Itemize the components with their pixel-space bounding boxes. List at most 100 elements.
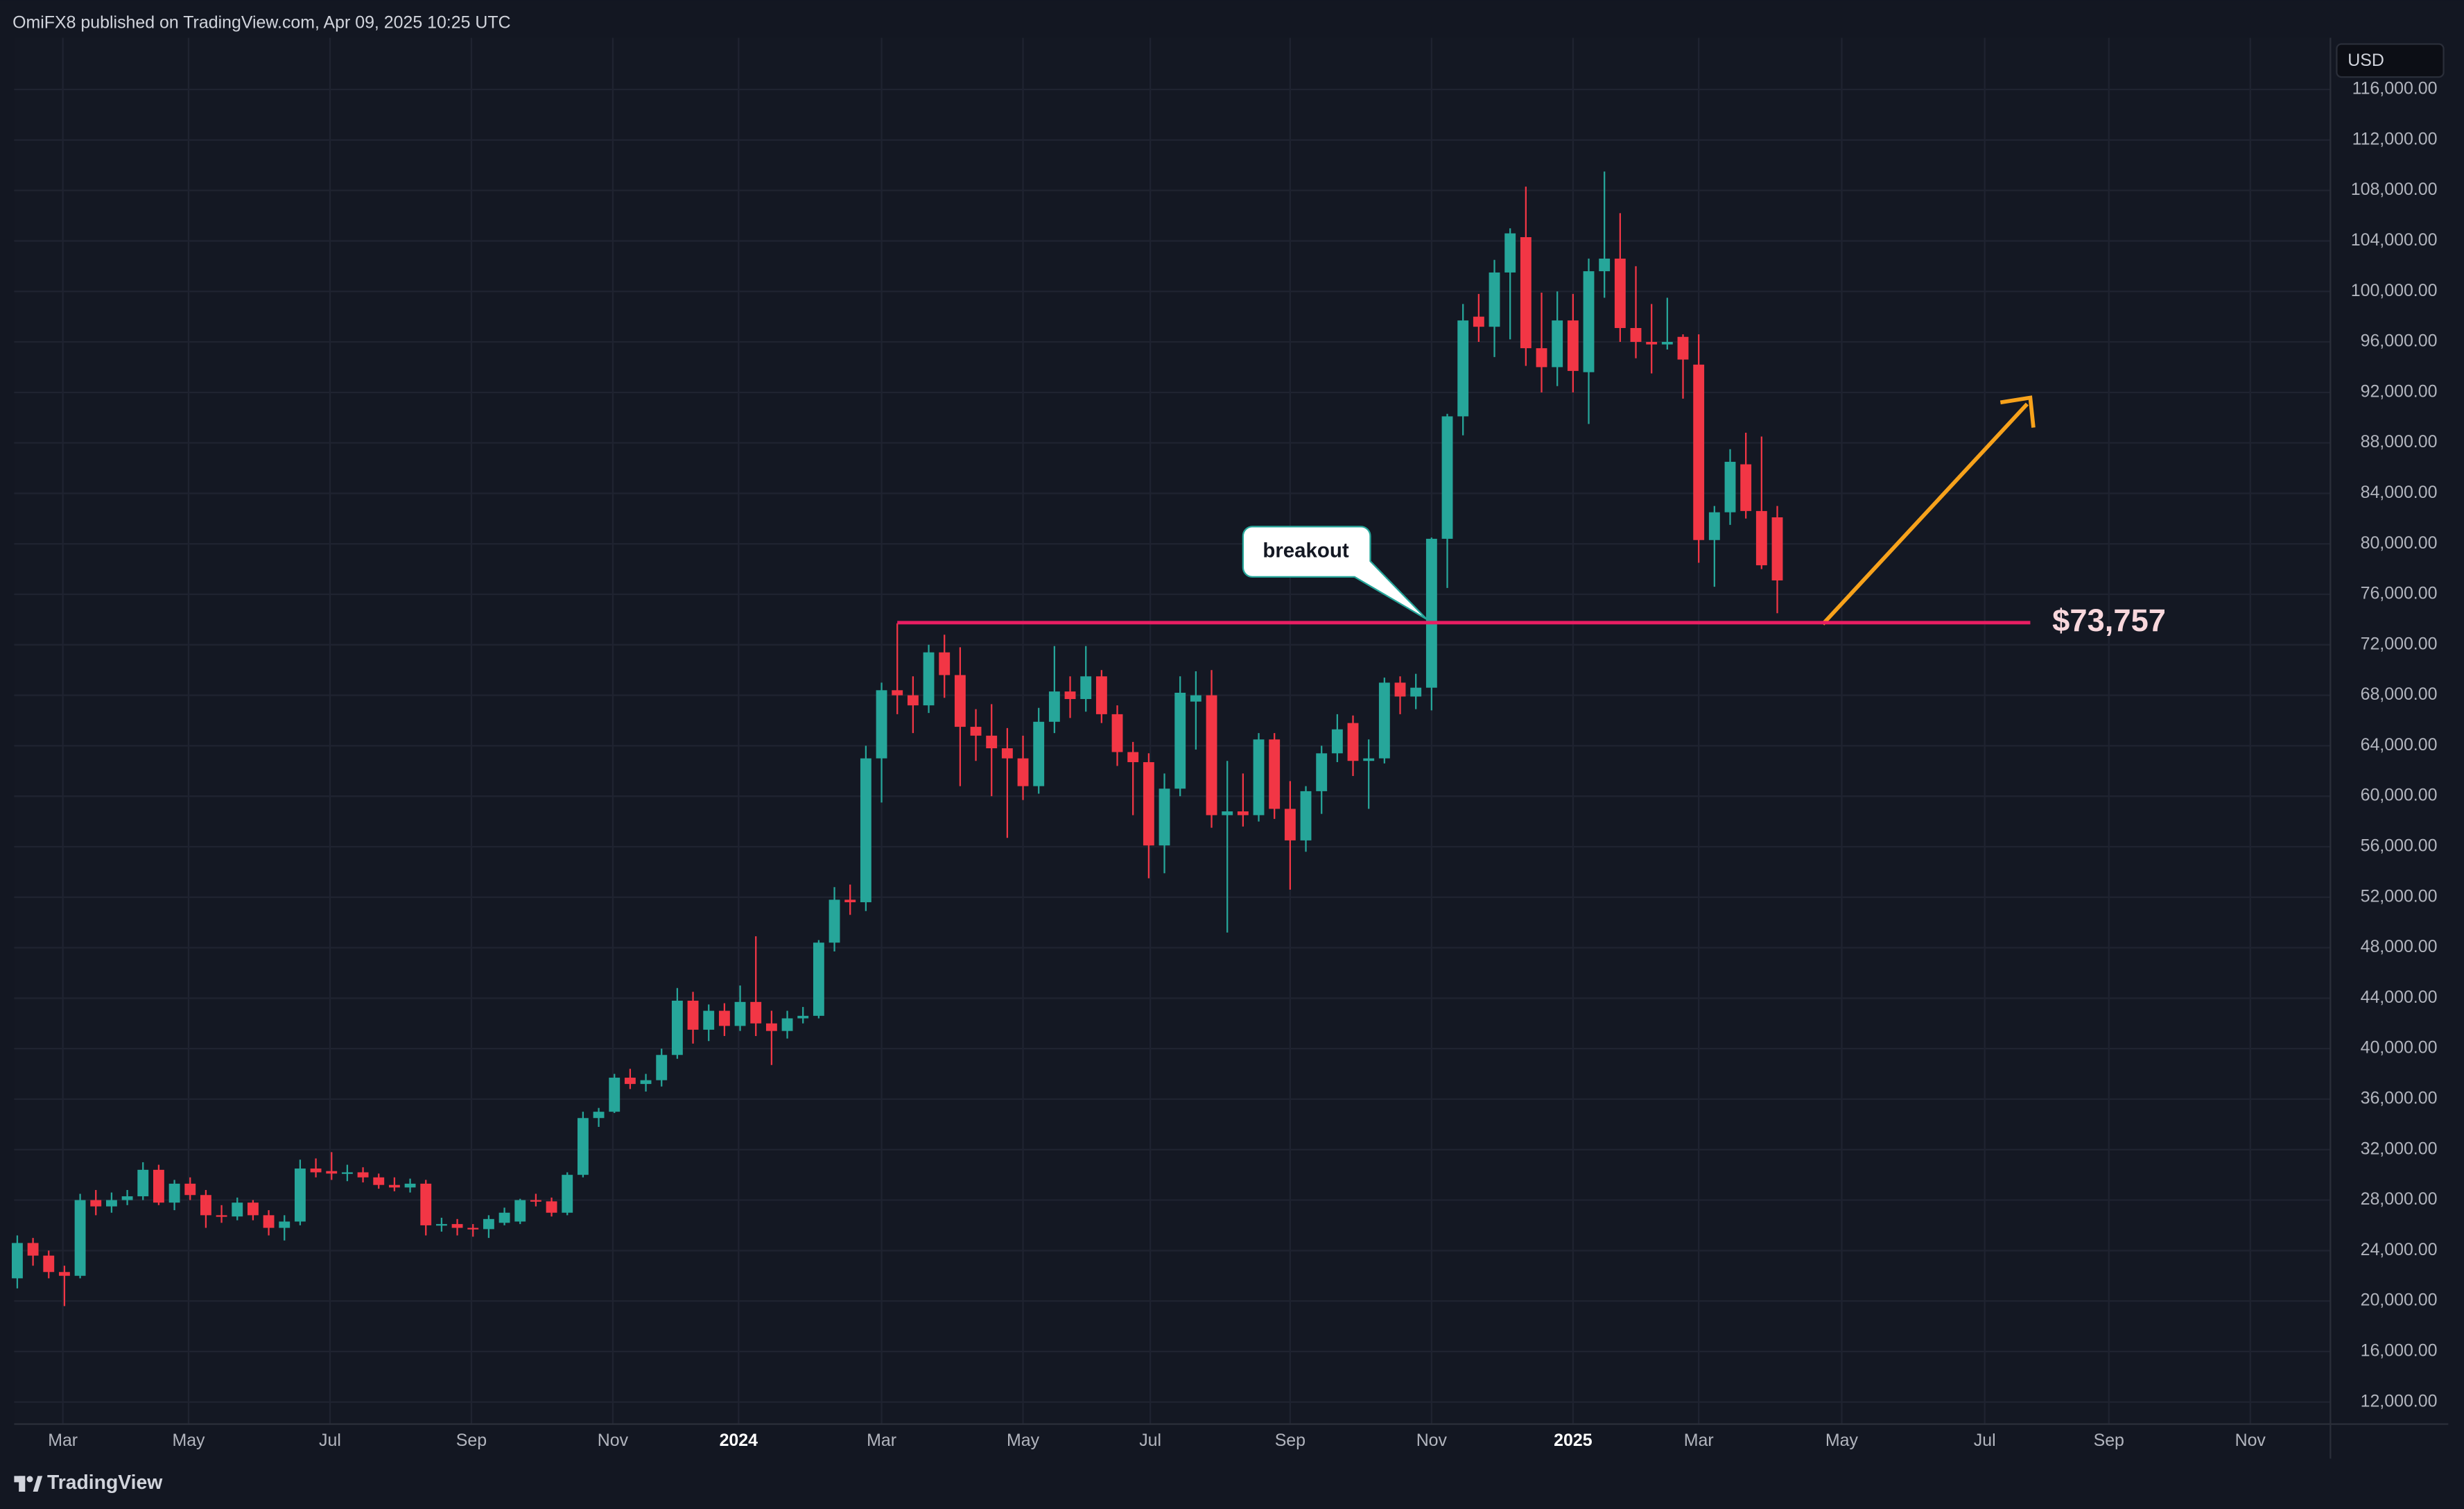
x-tick-label: Mar (48, 1431, 78, 1450)
y-tick-label: 44,000.00 (2361, 988, 2438, 1007)
candle-body (954, 675, 966, 727)
candle-body (718, 1010, 730, 1026)
y-tick-label: 12,000.00 (2361, 1391, 2438, 1411)
callout-box (1242, 526, 1428, 621)
callout-text: breakout (1263, 539, 1349, 562)
y-tick-label: 96,000.00 (2361, 331, 2438, 351)
candle-body (1441, 416, 1453, 539)
x-tick-label: Jul (1139, 1431, 1161, 1450)
candle-body (1755, 510, 1767, 566)
candle-body (828, 899, 840, 943)
candle-body (1190, 695, 1201, 702)
candle-body (1552, 320, 1563, 368)
candle-body (216, 1215, 227, 1217)
candle-body (734, 1001, 746, 1026)
candles (11, 171, 1783, 1307)
candle-body (1740, 464, 1752, 511)
y-tick-label: 108,000.00 (2351, 180, 2438, 199)
candle-body (1222, 811, 1233, 816)
y-tick-label: 40,000.00 (2361, 1038, 2438, 1058)
plot-area (14, 37, 2331, 1424)
candle-body (640, 1080, 652, 1085)
y-tick-label: 80,000.00 (2361, 533, 2438, 553)
x-tick-label: 2024 (720, 1431, 758, 1450)
x-tick-label: Nov (1416, 1431, 1448, 1450)
candle-body (279, 1221, 290, 1228)
y-tick-label: 100,000.00 (2351, 281, 2438, 300)
x-tick-label: May (1007, 1431, 1040, 1450)
candle-body (467, 1227, 479, 1230)
candle-body (1001, 748, 1013, 759)
candle-body (1284, 809, 1296, 840)
candle-body (1473, 316, 1484, 327)
x-tick-label: 2025 (1554, 1431, 1593, 1450)
candle-body (1253, 739, 1265, 816)
candle-body (1583, 271, 1595, 372)
candle-body (1331, 729, 1343, 754)
candle-body (247, 1202, 259, 1216)
candle-body (593, 1112, 605, 1119)
candle-body (876, 690, 887, 759)
candle-body (137, 1169, 149, 1197)
candle-body (1300, 791, 1312, 840)
y-tick-label: 48,000.00 (2361, 937, 2438, 956)
candle-body (1048, 691, 1060, 722)
grid (14, 37, 2331, 1424)
candle-body (986, 735, 998, 749)
candle-body (420, 1183, 432, 1225)
y-tick-label: 28,000.00 (2361, 1189, 2438, 1209)
brand-name: TradingView (47, 1472, 163, 1494)
candle-body (1771, 517, 1783, 580)
candle-body (1724, 461, 1736, 512)
candle-body (1127, 752, 1139, 763)
candle-body (388, 1184, 400, 1188)
x-tick-label: Jul (1974, 1431, 1996, 1450)
candle-body (357, 1172, 369, 1178)
currency-box[interactable] (2336, 43, 2445, 78)
candle-body (687, 1000, 699, 1030)
candle-body (184, 1183, 196, 1196)
candle-body (1378, 682, 1390, 759)
currency-label[interactable]: USD (2348, 51, 2384, 70)
logo-part (26, 1476, 33, 1483)
candle-body (1033, 721, 1045, 786)
candle-body (74, 1200, 86, 1276)
candle-body (1646, 342, 1658, 345)
candle-body (105, 1200, 117, 1207)
candle-body (1693, 364, 1705, 540)
candle-body (1111, 714, 1123, 752)
candle-body (656, 1055, 668, 1080)
candle-body (1095, 676, 1107, 714)
candle-body (483, 1218, 494, 1230)
candle-body (1520, 236, 1532, 349)
candle-body (341, 1172, 353, 1174)
candle-body (1661, 342, 1673, 345)
candle-body (939, 652, 951, 675)
candle-body (1237, 811, 1249, 816)
candle-body (562, 1175, 573, 1213)
candle-body (765, 1023, 777, 1031)
candle-body (1536, 348, 1547, 368)
x-tick-label: Jul (319, 1431, 341, 1450)
y-tick-label: 16,000.00 (2361, 1340, 2438, 1360)
x-tick-label: Mar (867, 1431, 896, 1450)
candle-body (1677, 336, 1689, 360)
x-tick-label: Mar (1684, 1431, 1714, 1450)
logo-part (19, 1476, 26, 1492)
candle-body (58, 1272, 70, 1276)
candle-body (90, 1200, 102, 1207)
y-tick-label: 68,000.00 (2361, 684, 2438, 704)
candle-body (326, 1171, 338, 1174)
x-tick-label: May (1825, 1431, 1859, 1450)
candle-body (750, 1001, 762, 1024)
candle-body (1174, 692, 1186, 789)
y-tick-label: 56,000.00 (2361, 836, 2438, 856)
candle-body (907, 695, 919, 706)
candle-body (1614, 258, 1626, 329)
x-tick-label: Nov (2235, 1431, 2266, 1450)
y-tick-label: 88,000.00 (2361, 432, 2438, 451)
candle-body (1489, 272, 1500, 327)
candle-body (168, 1183, 180, 1203)
y-tick-label: 52,000.00 (2361, 886, 2438, 906)
x-tick-label: Nov (598, 1431, 629, 1450)
